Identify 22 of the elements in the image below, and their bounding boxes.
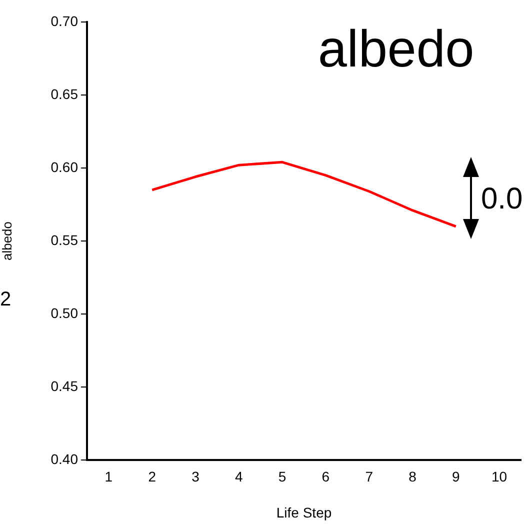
y-tick-label: 0.65 bbox=[50, 86, 78, 102]
y-tick-label: 0.60 bbox=[50, 158, 78, 175]
x-tick-label: 1 bbox=[104, 468, 113, 484]
x-tick-label: 6 bbox=[322, 468, 330, 484]
x-tick-label: 3 bbox=[192, 468, 200, 484]
x-axis-title: Life Step bbox=[276, 504, 332, 520]
y-tick-label: 0.55 bbox=[50, 232, 78, 248]
x-tick-label: 9 bbox=[452, 468, 460, 484]
chart-title: albedo bbox=[318, 20, 474, 78]
y-axis-title: albedo bbox=[0, 221, 14, 261]
y-tick-label: 0.70 bbox=[50, 12, 78, 29]
y-tick-label: 0.40 bbox=[50, 450, 78, 467]
text: 2 bbox=[0, 288, 12, 311]
x-tick-label: 5 bbox=[278, 468, 286, 484]
x-tick-label: 8 bbox=[408, 468, 417, 484]
y-tick-label: 0.45 bbox=[50, 378, 78, 394]
x-tick-label: 2 bbox=[148, 468, 156, 484]
x-tick-label: 10 bbox=[492, 468, 508, 484]
x-tick-label: 4 bbox=[235, 468, 243, 484]
y-tick-label: 0.50 bbox=[50, 304, 78, 321]
annotation: 0.0 bbox=[481, 182, 523, 216]
x-tick-label: 7 bbox=[365, 468, 374, 484]
